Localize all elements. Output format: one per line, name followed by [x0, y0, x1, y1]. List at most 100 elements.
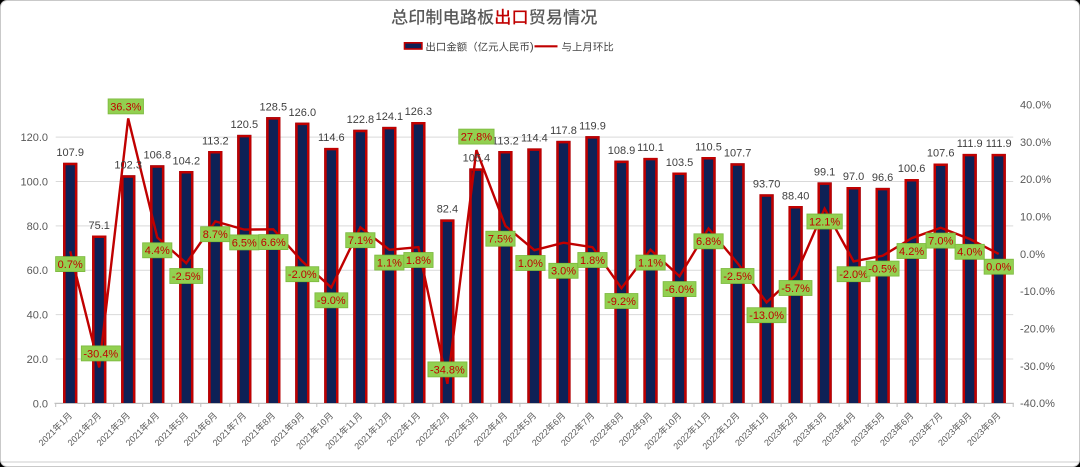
svg-text:105.4: 105.4: [463, 153, 491, 165]
svg-text:8: 8: [957, 417, 968, 428]
svg-text:103.5: 103.5: [666, 157, 694, 169]
svg-text:27.8%: 27.8%: [461, 132, 492, 144]
svg-text:-20.0%: -20.0%: [1020, 324, 1055, 336]
svg-text:0.0: 0.0: [33, 398, 48, 410]
svg-text:6: 6: [899, 417, 910, 428]
svg-text:7: 7: [928, 417, 939, 428]
svg-text:-40.0%: -40.0%: [1020, 398, 1055, 410]
svg-text:-30.0%: -30.0%: [1020, 361, 1055, 373]
svg-text:-9.2%: -9.2%: [607, 296, 636, 308]
svg-text:3: 3: [115, 417, 126, 428]
svg-text:4: 4: [841, 417, 852, 428]
svg-text:20.0%: 20.0%: [1020, 174, 1051, 186]
svg-text:10.0%: 10.0%: [1020, 212, 1051, 224]
svg-text:122.8: 122.8: [347, 114, 375, 126]
svg-text:113.2: 113.2: [202, 135, 229, 147]
svg-text:9: 9: [289, 417, 300, 428]
svg-text:3.0%: 3.0%: [551, 266, 576, 278]
svg-text:-2.0%: -2.0%: [839, 269, 868, 281]
svg-text:1.8%: 1.8%: [580, 255, 605, 267]
svg-text:4.4%: 4.4%: [145, 245, 170, 257]
svg-text:-0.5%: -0.5%: [868, 264, 897, 276]
svg-text:100.0: 100.0: [20, 176, 48, 188]
svg-text:6.8%: 6.8%: [696, 236, 721, 248]
svg-text:36.3%: 36.3%: [110, 101, 141, 113]
svg-text:9: 9: [637, 417, 648, 428]
svg-text:107.6: 107.6: [927, 148, 955, 160]
svg-text:110.5: 110.5: [695, 141, 722, 153]
svg-text:4: 4: [144, 417, 155, 428]
svg-text:120.0: 120.0: [20, 132, 48, 144]
svg-text:106.8: 106.8: [144, 150, 172, 162]
svg-text:-34.8%: -34.8%: [430, 364, 465, 376]
svg-text:128.5: 128.5: [260, 101, 288, 113]
svg-text:80.0: 80.0: [27, 221, 48, 233]
svg-text:88.40: 88.40: [782, 190, 810, 202]
svg-text:104.2: 104.2: [173, 155, 201, 167]
svg-text:2: 2: [783, 417, 794, 428]
svg-text:1.8%: 1.8%: [406, 255, 431, 267]
svg-text:1: 1: [405, 417, 416, 428]
svg-text:6: 6: [202, 417, 213, 428]
svg-text:96.6: 96.6: [872, 172, 893, 184]
svg-text:-13.0%: -13.0%: [749, 310, 784, 322]
svg-text:107.7: 107.7: [724, 148, 752, 160]
svg-text:): ): [530, 41, 534, 53]
svg-text:0.0%: 0.0%: [1020, 249, 1045, 261]
svg-text:99.1: 99.1: [814, 167, 835, 179]
svg-text:6.6%: 6.6%: [261, 237, 286, 249]
svg-text:124.1: 124.1: [376, 111, 404, 123]
svg-text:8: 8: [608, 417, 619, 428]
svg-text:40.0%: 40.0%: [1020, 100, 1051, 112]
svg-text:0.7%: 0.7%: [58, 259, 83, 271]
svg-text:2: 2: [434, 417, 445, 428]
svg-text:-2.5%: -2.5%: [172, 271, 201, 283]
svg-text:7.5%: 7.5%: [488, 234, 513, 246]
svg-text:4.0%: 4.0%: [957, 247, 982, 259]
svg-text:120.5: 120.5: [231, 119, 259, 131]
svg-text:40.0: 40.0: [27, 310, 48, 322]
svg-text:1.1%: 1.1%: [377, 258, 402, 270]
svg-text:8: 8: [260, 417, 271, 428]
svg-text:7: 7: [231, 417, 242, 428]
svg-text:-2.0%: -2.0%: [288, 269, 317, 281]
svg-text:20.0: 20.0: [27, 354, 48, 366]
svg-text:100.6: 100.6: [898, 163, 926, 175]
svg-text:97.0: 97.0: [843, 171, 864, 183]
svg-text:93.70: 93.70: [753, 179, 781, 191]
svg-text:-9.0%: -9.0%: [317, 295, 346, 307]
svg-text:30.0%: 30.0%: [1020, 137, 1051, 149]
svg-text:111.9: 111.9: [957, 138, 983, 150]
svg-text:9: 9: [986, 417, 997, 428]
svg-text:5: 5: [173, 417, 184, 428]
svg-text:5: 5: [521, 417, 532, 428]
svg-text:60.0: 60.0: [27, 265, 48, 277]
svg-text:-2.5%: -2.5%: [723, 271, 752, 283]
svg-text:4.2%: 4.2%: [899, 246, 924, 258]
svg-text:8.7%: 8.7%: [203, 229, 228, 241]
svg-text:1.1%: 1.1%: [638, 258, 663, 270]
svg-text:6: 6: [550, 417, 561, 428]
svg-text:0.0%: 0.0%: [986, 262, 1011, 274]
svg-text:82.4: 82.4: [437, 204, 458, 216]
svg-text:1: 1: [57, 417, 68, 428]
svg-text:12.1%: 12.1%: [809, 216, 840, 228]
svg-text:1.0%: 1.0%: [518, 258, 543, 270]
svg-text:111.9: 111.9: [986, 138, 1012, 150]
svg-text:-5.7%: -5.7%: [781, 283, 810, 295]
svg-text:110.1: 110.1: [637, 142, 664, 154]
svg-text:3: 3: [812, 417, 823, 428]
svg-text:-10.0%: -10.0%: [1020, 286, 1055, 298]
svg-text:2: 2: [86, 417, 97, 428]
svg-text:4: 4: [492, 417, 503, 428]
svg-text:107.9: 107.9: [56, 147, 84, 159]
svg-text:126.3: 126.3: [405, 106, 433, 118]
svg-text:119.9: 119.9: [579, 120, 606, 132]
svg-text:75.1: 75.1: [88, 220, 109, 232]
svg-text:5: 5: [870, 417, 881, 428]
svg-text:114.4: 114.4: [521, 133, 548, 145]
svg-text:7: 7: [579, 417, 590, 428]
svg-text:7.0%: 7.0%: [928, 236, 953, 248]
svg-text:113.2: 113.2: [492, 135, 519, 147]
svg-text:114.6: 114.6: [318, 132, 345, 144]
